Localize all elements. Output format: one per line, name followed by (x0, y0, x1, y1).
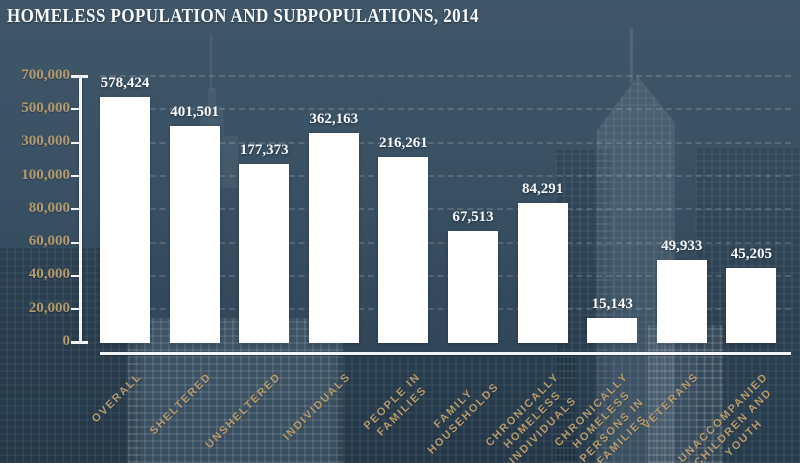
bar-value-label: 15,143 (591, 295, 633, 312)
tower-antenna (630, 28, 633, 83)
bar-value-label: 362,163 (309, 110, 359, 127)
bar (378, 157, 429, 343)
gridline (100, 141, 791, 144)
bar (448, 230, 498, 343)
y-axis-line (79, 76, 82, 343)
y-axis-tick (71, 141, 80, 144)
gridline (100, 175, 791, 177)
bar-value-label: 578,424 (100, 74, 150, 91)
gridline (100, 308, 791, 311)
bar (587, 317, 638, 343)
building-silhouette (128, 318, 343, 463)
gridline (100, 241, 791, 244)
y-axis-end-cap (71, 341, 88, 344)
y-axis-tick-label: 100,000 (21, 166, 70, 183)
bar (239, 163, 290, 343)
chart-title: HOMELESS POPULATION AND SUBPOPULATIONS, … (7, 5, 479, 27)
gridline (100, 208, 791, 211)
bar-value-label: 216,261 (379, 135, 428, 152)
bar (308, 132, 359, 343)
bar-value-label: 45,205 (730, 245, 773, 262)
y-axis-tick-label: 60,000 (28, 233, 70, 250)
y-axis-tick (71, 308, 80, 311)
y-axis-tick (71, 175, 80, 177)
y-axis-tick (71, 241, 80, 244)
bar-value-label: 67,513 (452, 208, 494, 225)
y-axis-tick-label: 500,000 (21, 99, 70, 116)
y-axis-tick-label: 0 (62, 333, 71, 349)
building-silhouette (648, 325, 723, 463)
building-silhouette (335, 355, 575, 463)
bar-value-label: 177,373 (239, 141, 289, 158)
gridline (100, 274, 791, 277)
bar (100, 96, 150, 343)
bar-value-label: 84,291 (521, 180, 564, 197)
y-axis-tick-label: 300,000 (21, 133, 70, 150)
y-axis-tick (71, 208, 80, 211)
bar-value-label: 49,933 (661, 237, 703, 254)
bar (726, 267, 777, 343)
bar (517, 202, 568, 343)
y-axis-tick (71, 274, 80, 277)
bar-value-label: 401,501 (170, 104, 219, 121)
y-axis-tick (71, 108, 80, 111)
gridline (100, 108, 791, 111)
y-axis-tick-label: 20,000 (28, 299, 70, 316)
x-axis-baseline (100, 352, 791, 355)
tower-antenna (210, 34, 212, 90)
bar (656, 259, 707, 343)
bar (169, 126, 220, 343)
y-axis-tick-label: 700,000 (21, 66, 70, 83)
gridline (100, 75, 791, 78)
y-axis-tick-label: 80,000 (28, 199, 70, 216)
y-axis-end-cap (71, 74, 88, 78)
building-silhouette (695, 148, 800, 463)
y-axis-tick-label: 40,000 (28, 266, 70, 283)
